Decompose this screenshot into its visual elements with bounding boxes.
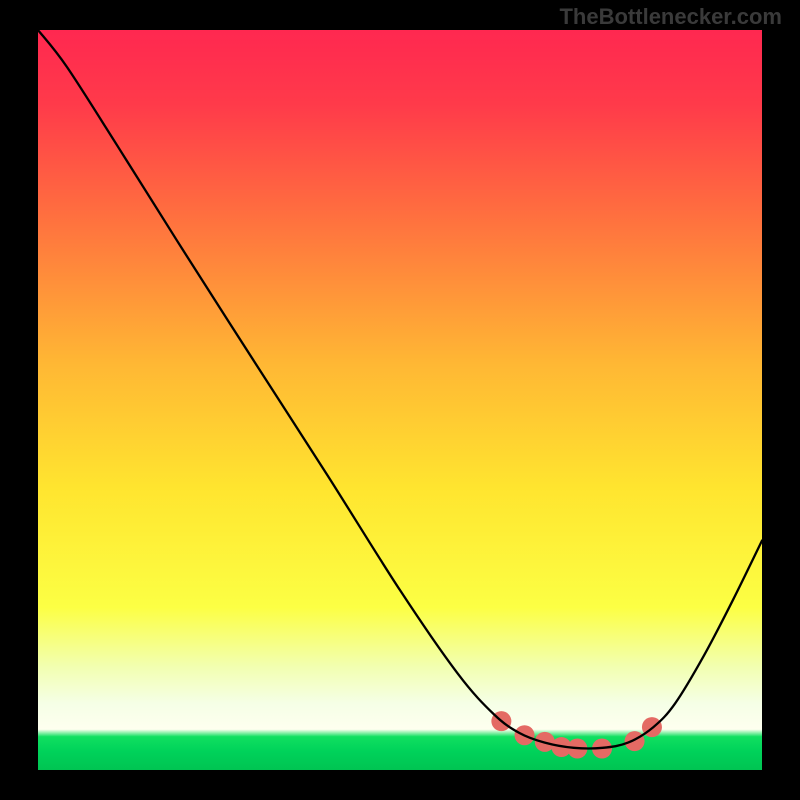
watermark-text: TheBottlenecker.com: [559, 4, 782, 30]
chart-markers: [491, 711, 662, 758]
chart-marker: [625, 731, 645, 751]
chart-svg: [38, 30, 762, 770]
chart-curve: [38, 30, 762, 748]
